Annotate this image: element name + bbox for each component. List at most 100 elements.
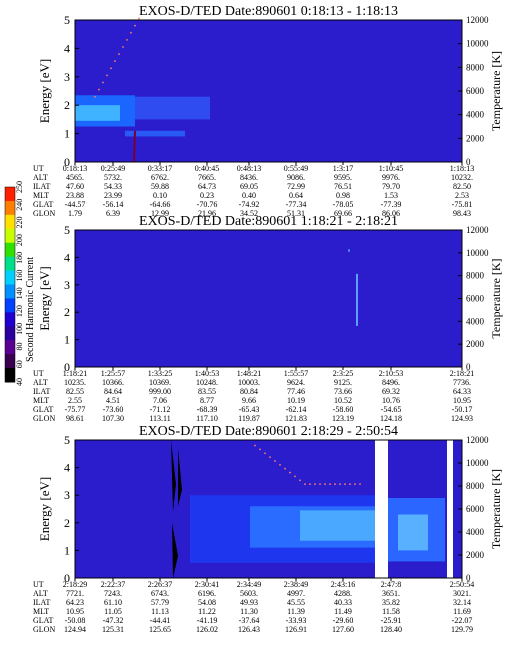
orbit-value: 8496. (382, 378, 400, 387)
plot-background (75, 20, 462, 162)
colorbar-segment (5, 242, 15, 258)
temperature-point (106, 74, 108, 77)
orbit-value: 0:33:17 (148, 164, 172, 173)
y2-tick-label: 12000 (466, 225, 489, 235)
orbit-value: 10366. (102, 378, 124, 387)
data-gap-end (447, 440, 453, 578)
orbit-value: 82.50 (453, 182, 471, 191)
orbit-value: 1:18:13 (450, 164, 474, 173)
orbit-value: 3651. (382, 589, 400, 598)
orbit-value: 126.91 (285, 625, 307, 634)
orbit-value: 125.31 (102, 625, 124, 634)
orbit-value: -54.65 (381, 405, 402, 414)
y-axis-label: Energy [eV] (37, 266, 52, 330)
temperature-point (354, 483, 356, 486)
y2-tick-label: 0 (466, 362, 471, 372)
orbit-value: 45.55 (287, 598, 305, 607)
temperature-point (359, 483, 361, 486)
orbit-row-label: GLAT (33, 200, 54, 209)
temperature-point (344, 483, 346, 486)
y-tick-label: 4 (64, 250, 70, 264)
orbit-value: 2:22:37 (101, 580, 125, 589)
temperature-point (138, 17, 140, 20)
temperature-point (98, 88, 100, 91)
ion-band-peak (75, 105, 120, 121)
orbit-value: 76.51 (334, 182, 352, 191)
colorbar-tick-label: 40 (15, 378, 24, 386)
orbit-value: 5732. (104, 173, 122, 182)
orbit-value: 5603. (240, 589, 258, 598)
orbit-value: 73.66 (334, 387, 352, 396)
y-tick-label: 1 (64, 127, 70, 141)
temperature-point (289, 471, 291, 474)
y2-tick-label: 10000 (466, 458, 489, 468)
orbit-value: 4565. (66, 173, 84, 182)
orbit-value: 47.60 (66, 182, 84, 191)
y-tick-label: 2 (64, 305, 70, 319)
orbit-value: 57.79 (151, 598, 169, 607)
orbit-value: 1:48:21 (237, 369, 261, 378)
orbit-value: 2:10:53 (379, 369, 403, 378)
panel-title: EXOS-D/TED Date:890601 1:18:21 - 2:18:21 (139, 214, 398, 229)
saturation-spike (171, 440, 176, 512)
y2-tick-label: 2000 (466, 133, 485, 143)
saturation-spike (178, 448, 182, 507)
orbit-value: -25.91 (381, 616, 402, 625)
orbit-row-label: ALT (33, 378, 48, 387)
orbit-value: 11.39 (287, 607, 305, 616)
y-axis-label: Energy [eV] (37, 477, 52, 541)
y-axis-label: Energy [eV] (37, 59, 52, 123)
saturation-spike (172, 522, 178, 578)
y2-axis-label: Temperature [K] (489, 51, 503, 131)
plot-background (75, 230, 462, 367)
y-tick-label: 4 (64, 41, 70, 55)
orbit-value: 0:40:45 (195, 164, 219, 173)
orbit-row-label: UT (33, 369, 44, 378)
orbit-value: 10.52 (334, 396, 352, 405)
orbit-value: 1.79 (68, 209, 82, 218)
orbit-value: 1:3:17 (333, 164, 353, 173)
colorbar-segment (5, 187, 15, 202)
orbit-row-label: MLT (33, 607, 49, 616)
y-tick-label: 4 (64, 461, 70, 475)
orbit-value: 127.60 (332, 625, 354, 634)
orbit-value: -73.60 (103, 405, 124, 414)
orbit-value: 4288. (334, 589, 352, 598)
orbit-row-label: UT (33, 164, 44, 173)
orbit-value: -77.34 (286, 200, 307, 209)
orbit-row-label: ILAT (33, 387, 50, 396)
y-tick-label: 2 (64, 98, 70, 112)
temperature-point (110, 67, 112, 70)
orbit-value: -78.05 (333, 200, 354, 209)
orbit-value: 11.30 (240, 607, 258, 616)
orbit-value: -70.76 (197, 200, 218, 209)
temperature-point (122, 46, 124, 48)
orbit-value: 86.06 (382, 209, 400, 218)
orbit-value: 54.33 (104, 182, 122, 191)
orbit-value: 11.22 (198, 607, 216, 616)
orbit-value: 10.76 (382, 396, 400, 405)
orbit-row-label: ALT (33, 589, 48, 598)
orbit-row-label: ILAT (33, 182, 50, 191)
orbit-value: 54.08 (198, 598, 216, 607)
orbit-value: 1:40:53 (195, 369, 219, 378)
orbit-value: 2:30:41 (195, 580, 219, 589)
temperature-point (94, 95, 96, 98)
orbit-value: 117.10 (196, 414, 218, 423)
orbit-value: -29.60 (333, 616, 354, 625)
y-tick-label: 1 (64, 333, 70, 347)
y2-tick-label: 0 (466, 573, 471, 583)
orbit-value: 0.64 (289, 191, 303, 200)
orbit-value: 9.66 (242, 396, 256, 405)
orbit-value: 1:33:25 (148, 369, 172, 378)
y-tick-label: 5 (64, 13, 70, 27)
orbit-value: 10235. (64, 378, 86, 387)
orbit-value: 10.95 (66, 607, 84, 616)
colorbar-tick-label: 200 (15, 234, 24, 246)
orbit-value: 0.98 (336, 191, 350, 200)
orbit-value: 119.87 (238, 414, 260, 423)
temperature-point (329, 483, 331, 486)
orbit-value: -44.41 (150, 616, 171, 625)
y2-tick-label: 2000 (466, 550, 485, 560)
orbit-value: 34.52 (240, 209, 258, 218)
